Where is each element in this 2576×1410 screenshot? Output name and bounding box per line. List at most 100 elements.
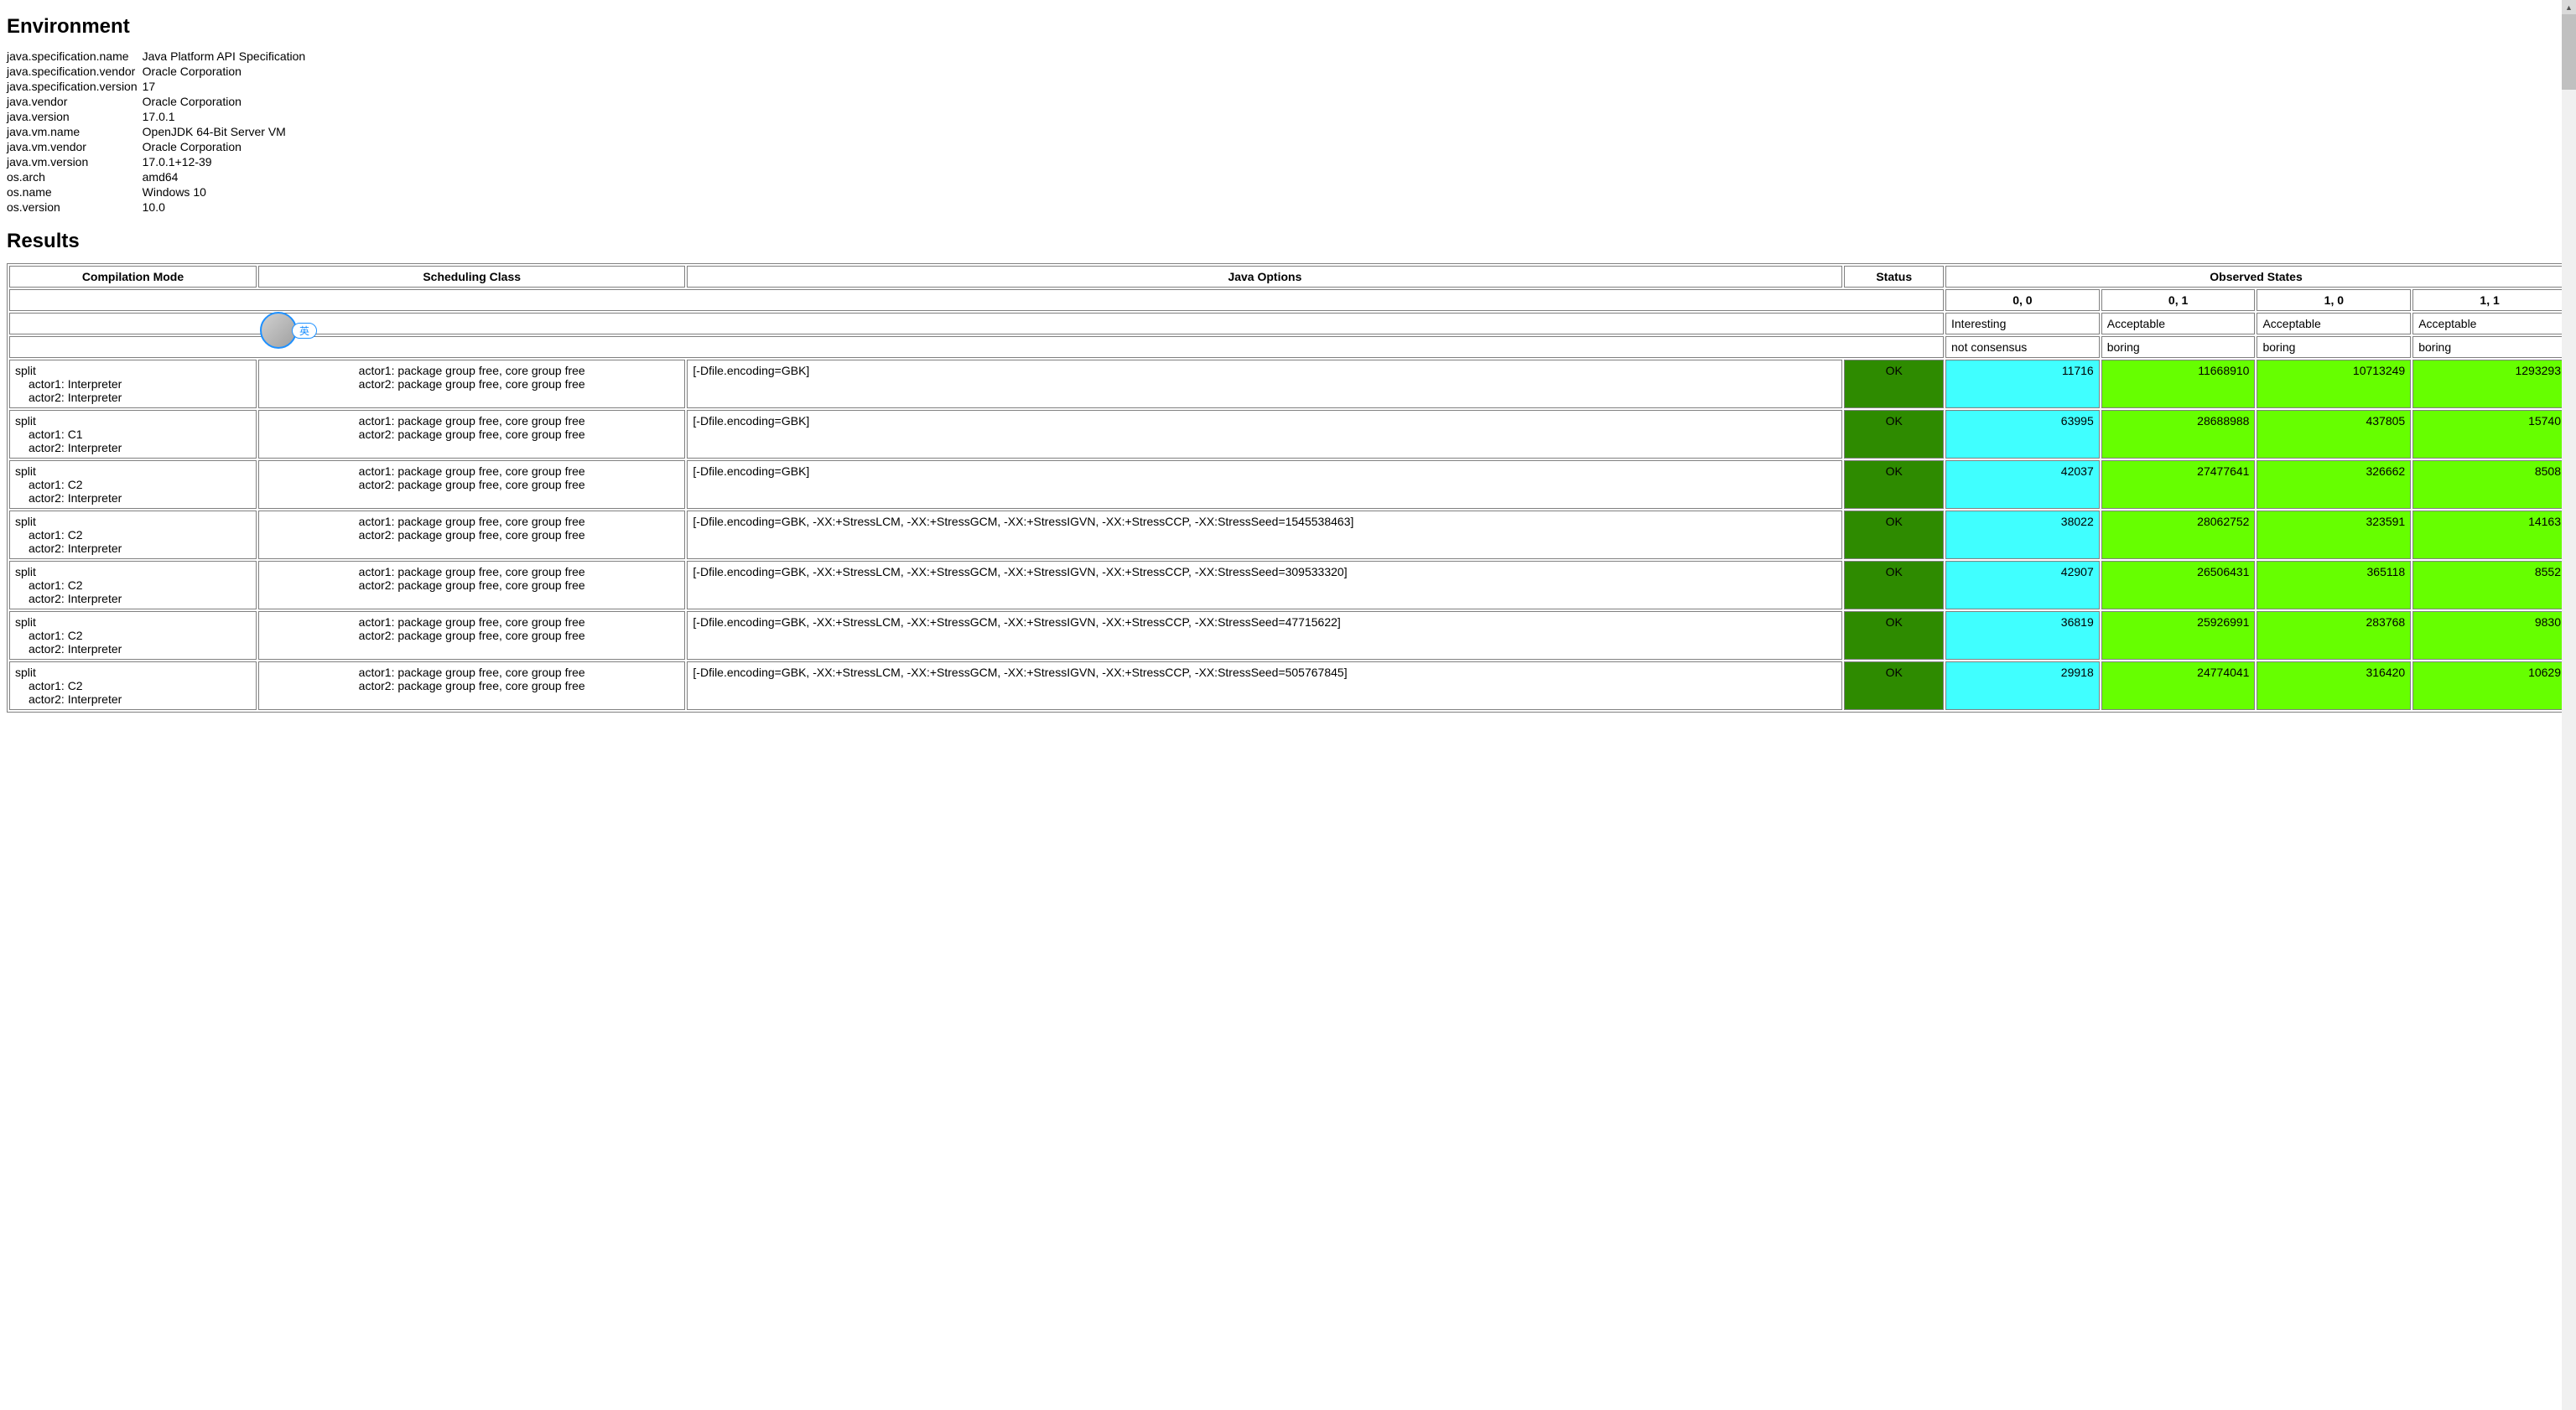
state-count-cell: 15740: [2412, 410, 2567, 459]
env-key: java.vm.vendor: [7, 139, 143, 154]
env-key: java.vm.version: [7, 154, 143, 169]
state-class-label: Acceptable: [2101, 313, 2256, 334]
compilation-cell: splitactor1: C2actor2: Interpreter: [9, 661, 257, 710]
env-key: java.vm.name: [7, 124, 143, 139]
table-row: splitactor1: C2actor2: Interpreteractor1…: [9, 460, 2567, 509]
status-cell: OK: [1844, 410, 1944, 459]
env-value: Oracle Corporation: [143, 64, 309, 79]
col-options: Java Options: [687, 266, 1842, 288]
ime-label: 英: [292, 323, 317, 339]
state-note-label: boring: [2101, 336, 2256, 358]
state-note-label: boring: [2412, 336, 2567, 358]
state-class-label: Interesting: [1945, 313, 2100, 334]
status-cell: OK: [1844, 511, 1944, 559]
state-header: 1, 1: [2412, 289, 2567, 311]
environment-heading: Environment: [7, 15, 2569, 39]
state-header: 0, 0: [1945, 289, 2100, 311]
env-key: java.version: [7, 109, 143, 124]
state-class-label: Acceptable: [2412, 313, 2567, 334]
env-row: java.version17.0.1: [7, 109, 309, 124]
col-observed: Observed States: [1945, 266, 2567, 288]
compilation-cell: splitactor1: C2actor2: Interpreter: [9, 460, 257, 509]
compilation-cell: splitactor1: C1actor2: Interpreter: [9, 410, 257, 459]
env-row: java.vm.version17.0.1+12-39: [7, 154, 309, 169]
env-row: os.nameWindows 10: [7, 184, 309, 200]
env-row: java.vendorOracle Corporation: [7, 94, 309, 109]
environment-table: java.specification.nameJava Platform API…: [7, 49, 309, 215]
state-count-cell: 36819: [1945, 611, 2100, 660]
env-value: 17.0.1+12-39: [143, 154, 309, 169]
state-count-cell: 323591: [2257, 511, 2411, 559]
state-count-cell: 437805: [2257, 410, 2411, 459]
col-scheduling: Scheduling Class: [258, 266, 685, 288]
env-key: os.arch: [7, 169, 143, 184]
java-options-cell: [-Dfile.encoding=GBK]: [687, 410, 1842, 459]
env-value: OpenJDK 64-Bit Server VM: [143, 124, 309, 139]
state-count-cell: 326662: [2257, 460, 2411, 509]
java-options-cell: [-Dfile.encoding=GBK]: [687, 460, 1842, 509]
col-compilation: Compilation Mode: [9, 266, 257, 288]
env-row: java.vm.vendorOracle Corporation: [7, 139, 309, 154]
table-row: splitactor1: C2actor2: Interpreteractor1…: [9, 611, 2567, 660]
state-count-cell: 1293293: [2412, 360, 2567, 408]
table-row: splitactor1: C2actor2: Interpreteractor1…: [9, 661, 2567, 710]
state-count-cell: 283768: [2257, 611, 2411, 660]
env-row: java.vm.nameOpenJDK 64-Bit Server VM: [7, 124, 309, 139]
state-count-cell: 27477641: [2101, 460, 2256, 509]
env-value: Oracle Corporation: [143, 139, 309, 154]
env-key: java.specification.name: [7, 49, 143, 64]
env-value: 10.0: [143, 200, 309, 215]
ime-badge[interactable]: 英: [260, 312, 317, 349]
state-count-cell: 11668910: [2101, 360, 2256, 408]
scheduling-cell: actor1: package group free, core group f…: [258, 511, 685, 559]
java-options-cell: [-Dfile.encoding=GBK, -XX:+StressLCM, -X…: [687, 511, 1842, 559]
status-cell: OK: [1844, 561, 1944, 609]
scheduling-cell: actor1: package group free, core group f…: [258, 360, 685, 408]
state-count-cell: 63995: [1945, 410, 2100, 459]
table-row: splitactor1: Interpreteractor2: Interpre…: [9, 360, 2567, 408]
state-count-cell: 26506431: [2101, 561, 2256, 609]
state-count-cell: 25926991: [2101, 611, 2256, 660]
env-value: 17: [143, 79, 309, 94]
env-value: amd64: [143, 169, 309, 184]
state-header: 1, 0: [2257, 289, 2411, 311]
status-cell: OK: [1844, 460, 1944, 509]
scheduling-cell: actor1: package group free, core group f…: [258, 661, 685, 710]
java-options-cell: [-Dfile.encoding=GBK, -XX:+StressLCM, -X…: [687, 611, 1842, 660]
java-options-cell: [-Dfile.encoding=GBK, -XX:+StressLCM, -X…: [687, 661, 1842, 710]
scheduling-cell: actor1: package group free, core group f…: [258, 460, 685, 509]
results-heading: Results: [7, 230, 2569, 253]
state-count-cell: 9830: [2412, 611, 2567, 660]
state-count-cell: 24774041: [2101, 661, 2256, 710]
scheduling-cell: actor1: package group free, core group f…: [258, 561, 685, 609]
env-key: java.vendor: [7, 94, 143, 109]
compilation-cell: splitactor1: C2actor2: Interpreter: [9, 511, 257, 559]
table-row: splitactor1: C2actor2: Interpreteractor1…: [9, 561, 2567, 609]
status-cell: OK: [1844, 661, 1944, 710]
state-note-label: boring: [2257, 336, 2411, 358]
env-key: os.version: [7, 200, 143, 215]
state-count-cell: 38022: [1945, 511, 2100, 559]
env-key: java.specification.vendor: [7, 64, 143, 79]
table-row: splitactor1: C2actor2: Interpreteractor1…: [9, 511, 2567, 559]
scroll-thumb[interactable]: [2562, 14, 2576, 90]
env-value: Windows 10: [143, 184, 309, 200]
status-cell: OK: [1844, 360, 1944, 408]
state-count-cell: 29918: [1945, 661, 2100, 710]
java-options-cell: [-Dfile.encoding=GBK, -XX:+StressLCM, -X…: [687, 561, 1842, 609]
compilation-cell: splitactor1: Interpreteractor2: Interpre…: [9, 360, 257, 408]
state-count-cell: 365118: [2257, 561, 2411, 609]
java-options-cell: [-Dfile.encoding=GBK]: [687, 360, 1842, 408]
scroll-up-icon[interactable]: ▲: [2562, 0, 2576, 14]
compilation-cell: splitactor1: C2actor2: Interpreter: [9, 611, 257, 660]
state-count-cell: 14163: [2412, 511, 2567, 559]
env-value: Oracle Corporation: [143, 94, 309, 109]
state-class-label: Acceptable: [2257, 313, 2411, 334]
vertical-scrollbar[interactable]: ▲: [2562, 0, 2576, 1410]
col-status: Status: [1844, 266, 1944, 288]
scheduling-cell: actor1: package group free, core group f…: [258, 611, 685, 660]
state-note-label: not consensus: [1945, 336, 2100, 358]
state-count-cell: 10713249: [2257, 360, 2411, 408]
state-count-cell: 8508: [2412, 460, 2567, 509]
env-row: java.specification.nameJava Platform API…: [7, 49, 309, 64]
